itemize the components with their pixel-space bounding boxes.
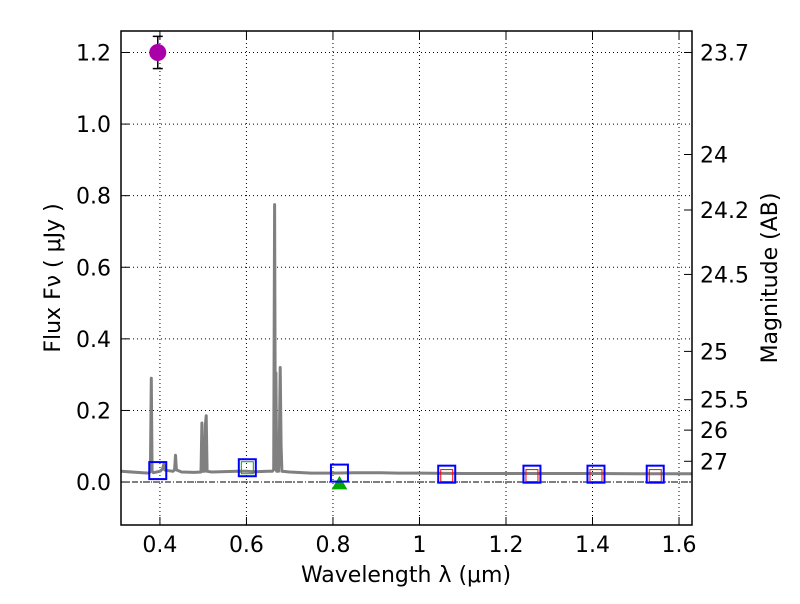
x-tick-label: 0.6 bbox=[229, 533, 264, 558]
x-tick-label: 0.8 bbox=[315, 533, 350, 558]
model-photometry-point bbox=[589, 469, 603, 483]
filter-photometry-point bbox=[437, 464, 457, 484]
axis-ticks: 0.4 0.6 0.8 1 1.2 1.4 1.6 0.0 0.2 0.4 0.6 0.8 1.0 1.2… bbox=[76, 31, 749, 558]
right-y-tick-label: 25.5 bbox=[700, 389, 749, 414]
plot-frame bbox=[120, 30, 693, 526]
y-tick-label: 0.8 bbox=[76, 185, 111, 210]
model-photometry-point bbox=[440, 469, 454, 483]
upper-limit-marker bbox=[331, 475, 348, 490]
y-tick-label: 0.2 bbox=[76, 399, 111, 424]
x-tick-label: 1.6 bbox=[662, 533, 697, 558]
right-y-tick-label: 24.5 bbox=[700, 263, 749, 288]
right-y-tick-label: 24.2 bbox=[700, 199, 749, 224]
filter-photometry-point bbox=[645, 464, 665, 484]
filter-photometry-point bbox=[329, 463, 349, 483]
x-axis-label: Wavelength λ (μm) bbox=[301, 563, 511, 588]
y-axis-label: Flux Fν ( μJy ) bbox=[41, 203, 66, 352]
x-tick-label: 0.4 bbox=[142, 533, 177, 558]
model-photometry-point bbox=[525, 469, 539, 483]
model-photometry-point bbox=[240, 461, 254, 475]
y-tick-label: 1.0 bbox=[76, 113, 111, 138]
y-tick-label: 0.0 bbox=[76, 471, 111, 496]
observed-photometry-point bbox=[149, 43, 167, 61]
data-series bbox=[120, 35, 692, 490]
y-tick-label: 1.2 bbox=[76, 41, 111, 66]
y-tick-label: 0.6 bbox=[76, 256, 111, 281]
right-y-tick-label: 23.7 bbox=[700, 41, 749, 66]
x-tick-label: 1.2 bbox=[488, 533, 523, 558]
right-y-tick-label: 27 bbox=[700, 450, 728, 475]
filter-photometry-point bbox=[586, 464, 606, 484]
x-tick-label: 1.4 bbox=[575, 533, 610, 558]
y-tick-label: 0.4 bbox=[76, 328, 111, 353]
right-y-tick-label: 26 bbox=[700, 419, 728, 444]
model-photometry-point bbox=[648, 469, 662, 483]
right-y-axis-label: Magnitude (AB) bbox=[758, 193, 783, 364]
x-tick-label: 1 bbox=[412, 533, 426, 558]
model-spectrum-line bbox=[120, 203, 692, 476]
right-y-tick-label: 25 bbox=[700, 340, 728, 365]
filter-photometry-point bbox=[148, 461, 168, 481]
right-y-tick-label: 24 bbox=[700, 144, 728, 169]
filter-photometry-point bbox=[237, 458, 257, 478]
filter-photometry-point bbox=[522, 464, 542, 484]
